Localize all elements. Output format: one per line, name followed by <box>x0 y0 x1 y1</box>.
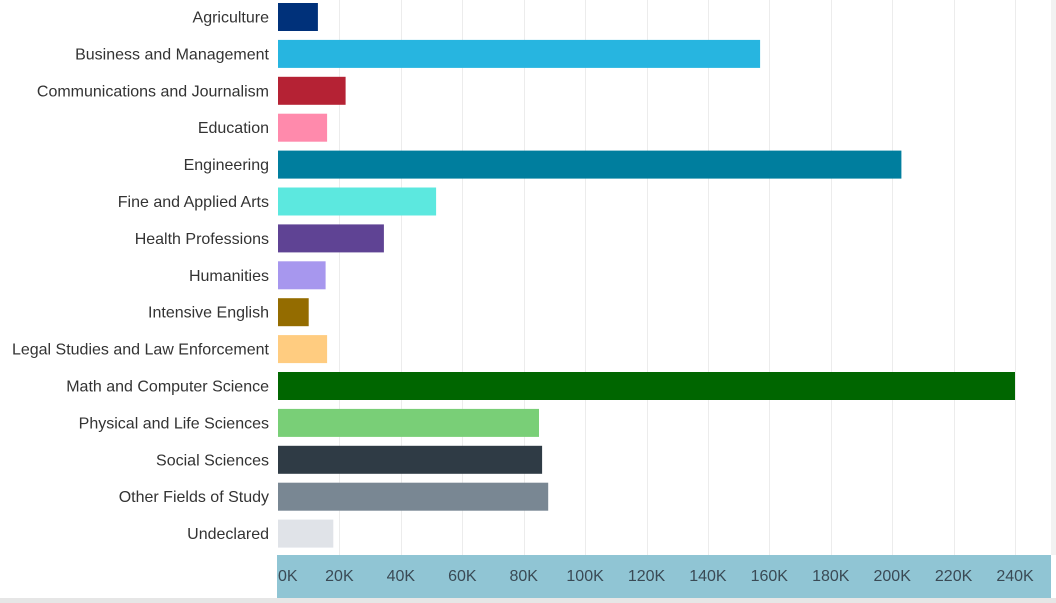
x-axis-band <box>277 555 1051 598</box>
bar-communications-and-journalism[interactable] <box>278 76 346 105</box>
bar-fine-and-applied-arts[interactable] <box>278 187 437 216</box>
category-label: Other Fields of Study <box>119 489 269 506</box>
right-edge-strip <box>1051 0 1056 555</box>
x-tick-label: 40K <box>387 568 416 585</box>
category-label: Physical and Life Sciences <box>79 415 269 432</box>
bar-undeclared[interactable] <box>278 519 334 548</box>
x-tick-label: 120K <box>628 568 666 585</box>
category-label: Fine and Applied Arts <box>118 194 269 211</box>
x-tick-label: 100K <box>566 568 604 585</box>
x-tick-label: 160K <box>751 568 789 585</box>
x-tick-label: 180K <box>812 568 850 585</box>
bar-education[interactable] <box>278 113 328 142</box>
bar-intensive-english[interactable] <box>278 298 309 327</box>
bar-social-sciences[interactable] <box>278 445 543 474</box>
bar-agriculture[interactable] <box>278 3 318 31</box>
category-label: Engineering <box>184 157 269 174</box>
category-label: Legal Studies and Law Enforcement <box>12 342 270 359</box>
x-tick-label: 200K <box>874 568 912 585</box>
bar-business-and-management[interactable] <box>278 39 761 68</box>
bar-engineering[interactable] <box>278 150 902 179</box>
category-label: Social Sciences <box>156 452 269 469</box>
category-label: Undeclared <box>187 526 269 543</box>
x-tick-label: 240K <box>996 568 1034 585</box>
bar-math-and-computer-science[interactable] <box>278 372 1015 400</box>
bar-physical-and-life-sciences[interactable] <box>278 408 539 437</box>
bar-other-fields-of-study[interactable] <box>278 482 549 511</box>
category-label: Education <box>198 120 269 137</box>
category-label: Communications and Journalism <box>37 83 269 100</box>
category-label: Agriculture <box>193 10 270 27</box>
x-tick-label: 20K <box>325 568 354 585</box>
bar-legal-studies-and-law-enforcement[interactable] <box>278 335 328 364</box>
bar-health-professions[interactable] <box>278 224 384 253</box>
category-label: Business and Management <box>75 46 269 63</box>
x-tick-label: 60K <box>448 568 477 585</box>
bar-humanities[interactable] <box>278 261 326 290</box>
x-tick-label: 0K <box>278 568 298 585</box>
category-label: Health Professions <box>135 231 269 248</box>
bottom-edge-strip <box>0 598 1056 603</box>
category-label: Math and Computer Science <box>66 379 269 396</box>
x-tick-label: 140K <box>689 568 727 585</box>
x-tick-label: 220K <box>935 568 973 585</box>
x-tick-label: 80K <box>509 568 538 585</box>
category-label: Intensive English <box>148 305 269 322</box>
category-label: Humanities <box>189 268 269 285</box>
